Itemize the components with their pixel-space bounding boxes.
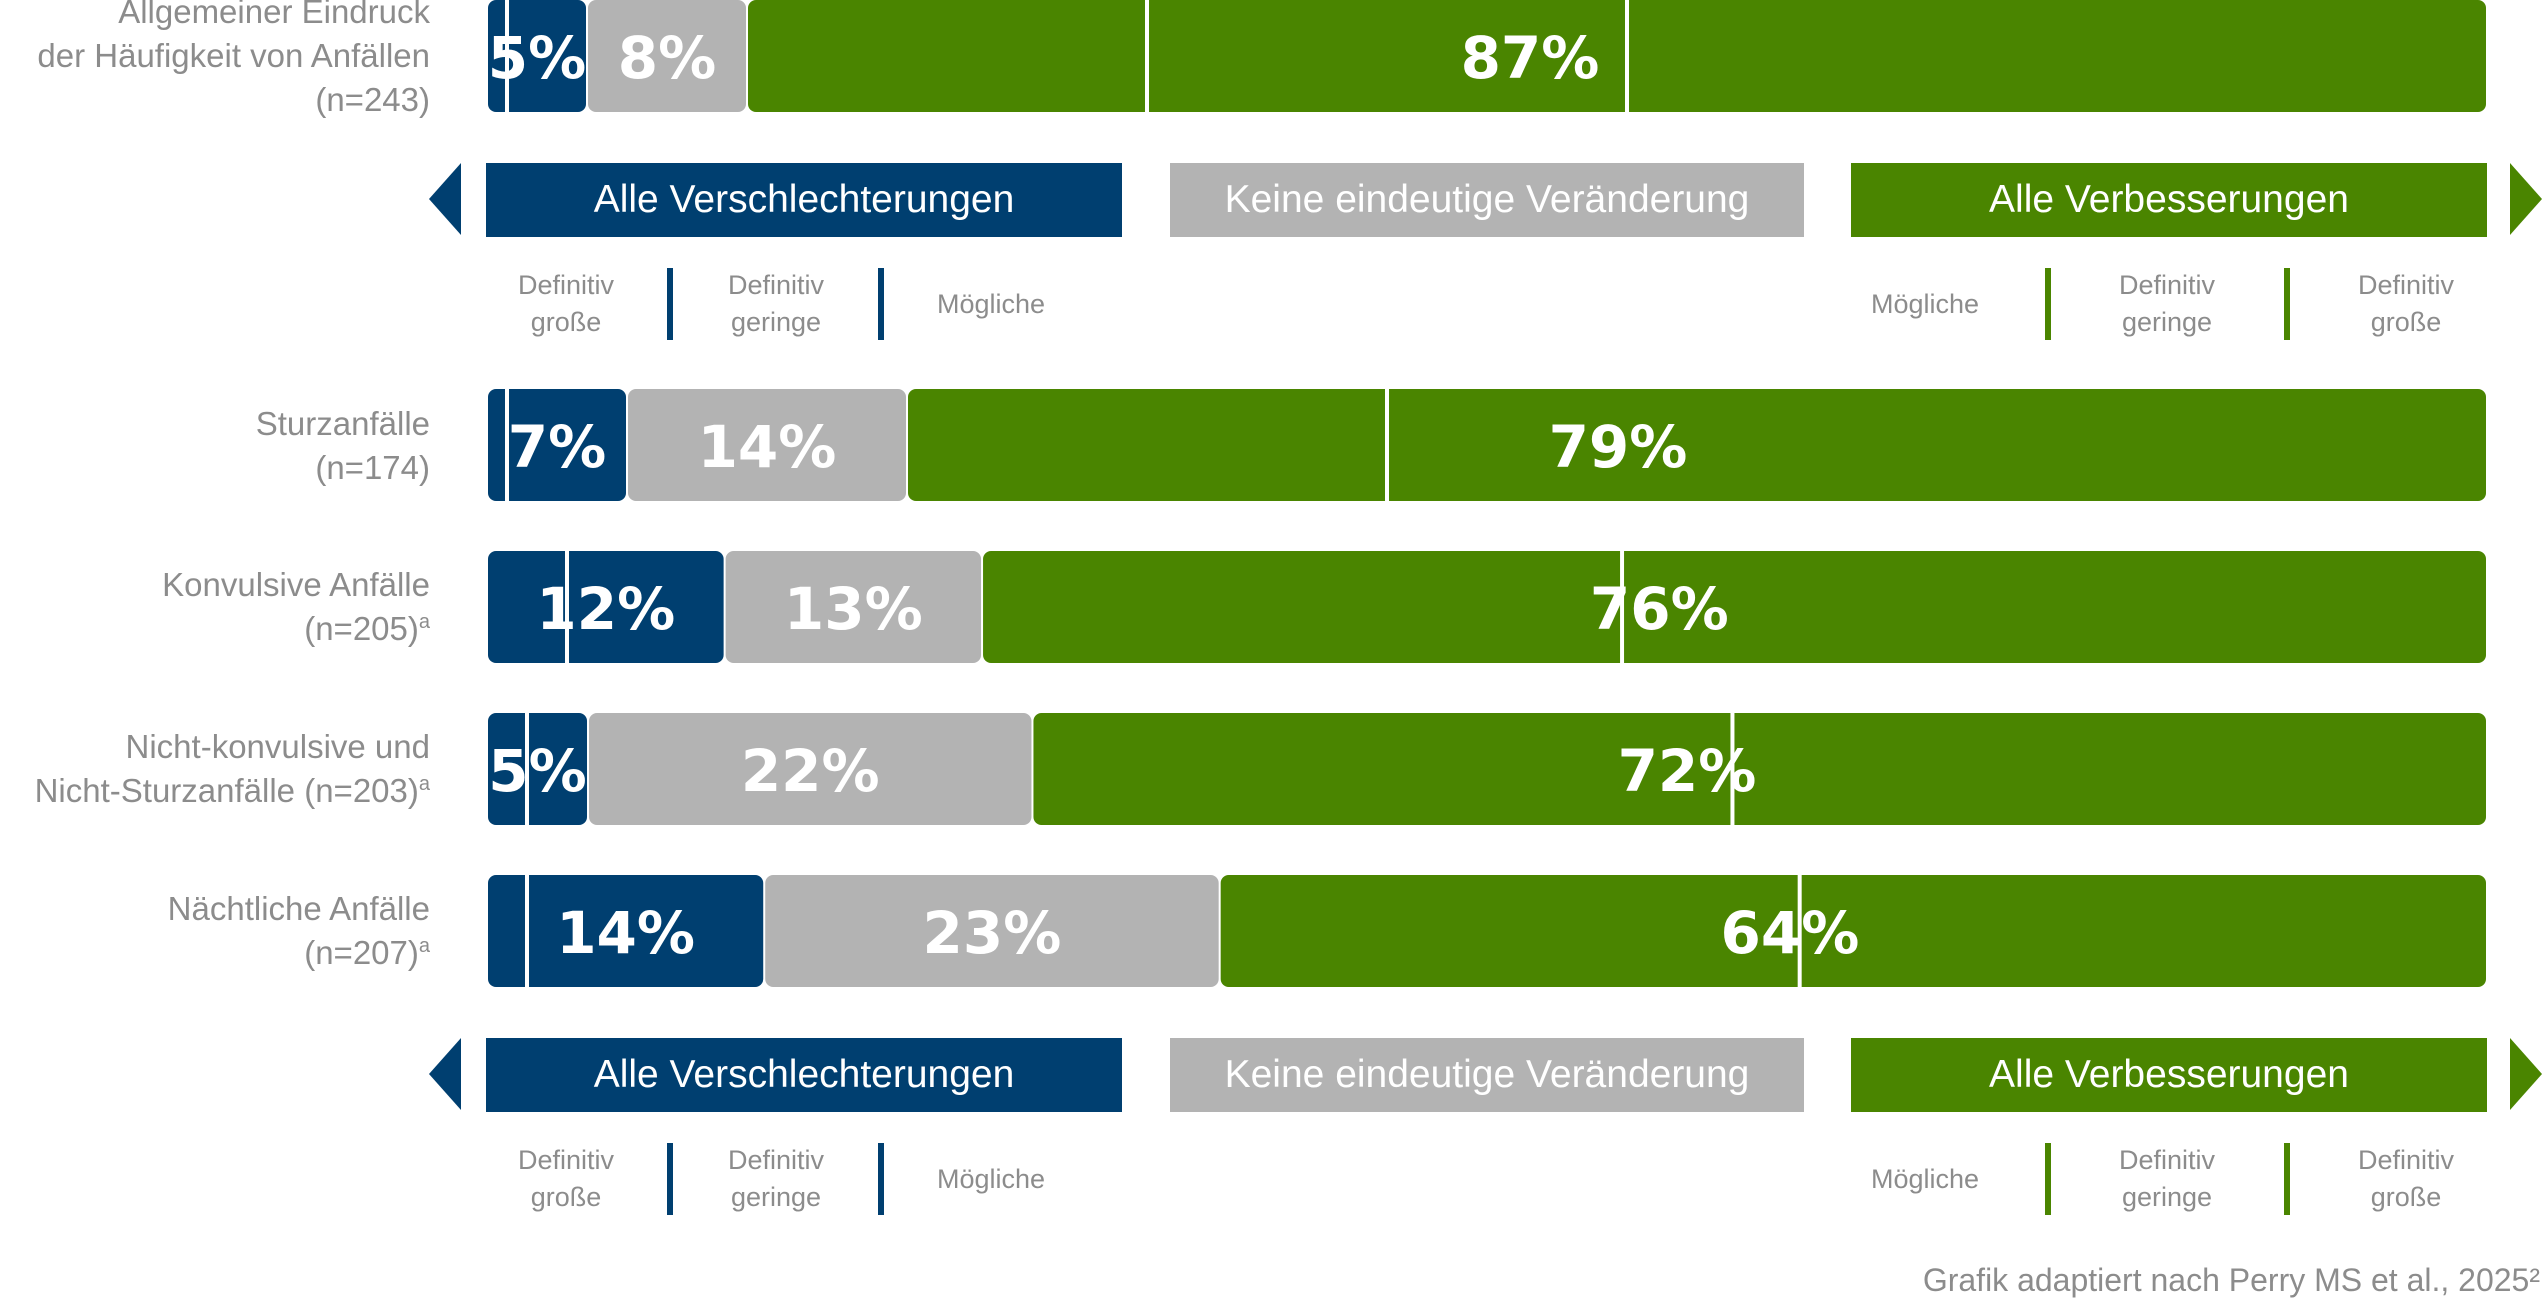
- legend-worse: Alle Verschlechterungen: [486, 1038, 1122, 1112]
- sub-divider: [2284, 268, 2290, 340]
- sub-label-better-large: Definitiv große: [2357, 270, 2455, 337]
- sub-divider: [667, 268, 673, 340]
- sub-divider: [2045, 268, 2051, 340]
- bar-neutral: [589, 713, 1032, 825]
- bar-label-better: 87%: [1461, 24, 1600, 92]
- legend-neutral: Keine eindeutige Veränderung: [1170, 163, 1804, 237]
- arrow-left-icon: [429, 1038, 461, 1110]
- row-label-nonconvulsive: Nicht-konvulsive und Nicht-Sturzanfälle …: [34, 728, 430, 809]
- legend-neutral: Keine eindeutige Veränderung: [1170, 1038, 1804, 1112]
- sub-label-worse-small: Definitiv geringe: [727, 270, 825, 337]
- row-label-nocturnal: Nächtliche Anfälle (n=207)a: [167, 890, 430, 971]
- sub-label-worse-large: Definitiv große: [517, 1145, 615, 1212]
- bar-neutral: [588, 0, 746, 112]
- bar-label-better: 72%: [1618, 737, 1757, 805]
- bar-worse: [488, 551, 724, 663]
- arrow-right-icon: [2510, 163, 2542, 235]
- sub-divider: [878, 268, 884, 340]
- bar-label-neutral: 13%: [784, 575, 923, 643]
- sub-label-better-small: Definitiv geringe: [2118, 270, 2216, 337]
- bar-better: [908, 389, 2486, 501]
- sub-divider: [2284, 1143, 2290, 1215]
- bar-label-better: 64%: [1721, 899, 1860, 967]
- bar-label-neutral: 22%: [741, 737, 880, 805]
- bar-label-neutral: 23%: [923, 899, 1062, 967]
- bar-label-better: 76%: [1590, 575, 1729, 643]
- arrow-left-icon: [429, 163, 461, 235]
- bar-label-neutral: 8%: [618, 24, 716, 92]
- bar-better: [983, 551, 2486, 663]
- sub-divider: [667, 1143, 673, 1215]
- sub-label-better-large: Definitiv große: [2357, 1145, 2455, 1212]
- row-label-convulsive: Konvulsive Anfälle (n=205)a: [162, 566, 430, 647]
- arrow-right-icon: [2510, 1038, 2542, 1110]
- sub-divider: [2045, 1143, 2051, 1215]
- bar-label-better: 79%: [1549, 413, 1688, 481]
- sub-divider: [878, 1143, 884, 1215]
- bar-label-worse: 5%: [488, 737, 586, 805]
- bar-worse: [488, 875, 764, 987]
- row-label-drop-seizures: Sturzanfälle (n=174): [255, 405, 430, 486]
- sub-label-worse-large: Definitiv große: [517, 270, 615, 337]
- sub-label-better-possible: Mögliche: [1870, 289, 1980, 319]
- source-note: Grafik adaptiert nach Perry MS et al., 2…: [1922, 1262, 2540, 1298]
- sub-label-worse-possible: Mögliche: [936, 1164, 1046, 1194]
- bar-label-neutral: 14%: [698, 413, 837, 481]
- bar-worse: [488, 389, 626, 501]
- row-label-general: Allgemeiner Eindruck der Häufigkeit von …: [37, 0, 430, 118]
- bar-label-worse: 12%: [536, 575, 675, 643]
- sub-label-worse-small: Definitiv geringe: [727, 1145, 825, 1212]
- sub-label-worse-possible: Mögliche: [936, 289, 1046, 319]
- bar-worse: [488, 0, 586, 112]
- bar-better: [748, 0, 2486, 112]
- bar-label-worse: 5%: [488, 24, 586, 92]
- bar-label-worse: 7%: [508, 413, 606, 481]
- bar-better: [1220, 875, 2486, 987]
- legend-worse: Alle Verschlechterungen: [486, 163, 1122, 237]
- bar-worse: [488, 713, 588, 825]
- sub-label-better-possible: Mögliche: [1870, 1164, 1980, 1194]
- legend-better: Alle Verbesserungen: [1851, 1038, 2487, 1112]
- bar-label-worse: 14%: [556, 899, 695, 967]
- bar-better: [1033, 713, 2486, 825]
- legend-better: Alle Verbesserungen: [1851, 163, 2487, 237]
- sub-label-better-small: Definitiv geringe: [2118, 1145, 2216, 1212]
- bar-neutral: [628, 389, 906, 501]
- bar-neutral: [725, 551, 982, 663]
- bar-neutral: [765, 875, 1219, 987]
